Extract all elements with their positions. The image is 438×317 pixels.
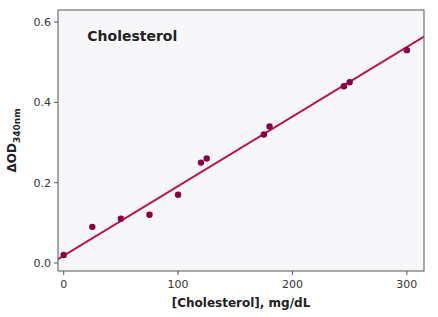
y-tick-label: 0.0 <box>34 257 52 270</box>
chart: 0 100 200 300 0.0 0.2 0.4 0.6 [Cholesterol], mg/… <box>0 0 438 317</box>
point <box>261 131 267 137</box>
y-tick <box>54 102 58 103</box>
point <box>198 159 204 165</box>
point <box>266 123 272 129</box>
y-tick <box>54 182 58 183</box>
x-tick-label: 0 <box>60 278 67 291</box>
point <box>89 224 95 230</box>
y-axis-label: ΔOD340nm <box>5 108 22 172</box>
x-axis-label: [Cholesterol], mg/dL <box>172 296 311 310</box>
x-tick <box>63 271 64 275</box>
title: Cholesterol <box>87 28 177 44</box>
x-tick-label: 200 <box>282 278 303 291</box>
point <box>146 212 152 218</box>
x-tick-label: 100 <box>168 278 189 291</box>
y-axis-label-main: ΔOD <box>5 143 19 172</box>
marks <box>58 37 424 260</box>
point <box>346 79 352 85</box>
x-tick <box>292 271 293 275</box>
point <box>175 192 181 198</box>
x-tick <box>406 271 407 275</box>
y-tick <box>54 22 58 23</box>
y-tick <box>54 262 58 263</box>
point <box>61 252 67 258</box>
point <box>341 83 347 89</box>
x-tick <box>178 271 179 275</box>
y-tick-label: 0.6 <box>34 16 52 29</box>
y-axis-label-sub: 340nm <box>12 108 22 143</box>
plot-frame <box>58 10 424 271</box>
x-tick-label: 300 <box>396 278 417 291</box>
plot-background <box>58 10 424 271</box>
fit-line <box>58 37 424 260</box>
point <box>404 47 410 53</box>
y-tick-label: 0.2 <box>34 177 52 190</box>
point <box>118 216 124 222</box>
y-tick-label: 0.4 <box>34 96 52 109</box>
point <box>203 155 209 161</box>
